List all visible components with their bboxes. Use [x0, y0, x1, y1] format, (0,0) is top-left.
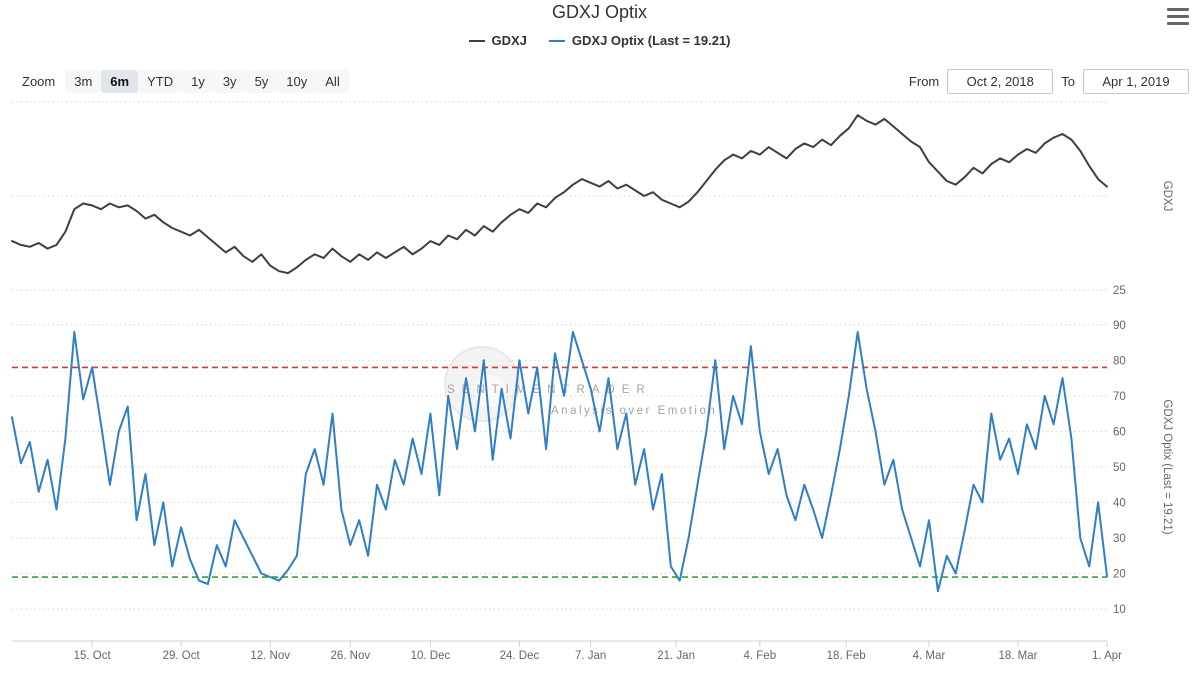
legend: GDXJ GDXJ Optix (Last = 19.21): [0, 33, 1199, 48]
hamburger-icon: [1167, 22, 1189, 25]
y-tick-label: 20: [1113, 568, 1126, 580]
zoom-button-ytd[interactable]: YTD: [138, 70, 183, 93]
zoom-buttons: 3m 6m YTD 1y 3y 5y 10y All: [65, 70, 349, 93]
zoom-controls: Zoom 3m 6m YTD 1y 3y 5y 10y All: [22, 70, 349, 93]
x-tick-label: 4. Mar: [913, 650, 946, 662]
from-date-input[interactable]: [947, 69, 1054, 94]
watermark-tagline: Analysis over Emotion: [551, 405, 717, 417]
zoom-button-3y[interactable]: 3y: [213, 70, 246, 93]
legend-label-gdxj: GDXJ: [491, 33, 527, 48]
x-tick-label: 18. Feb: [827, 650, 866, 662]
zoom-button-5y[interactable]: 5y: [245, 70, 278, 93]
optix-axis-title: GDXJ Optix (Last = 19.21): [1161, 399, 1173, 534]
gdxj-series-line: [11, 114, 1108, 275]
optix-line-swatch: [548, 39, 565, 42]
gdxj-axis-title: GDXJ: [1161, 181, 1173, 212]
y-tick-label: 80: [1113, 355, 1126, 367]
y-tick-label: 10: [1113, 604, 1126, 616]
hamburger-icon: [1167, 15, 1189, 18]
optix-series-line: [11, 330, 1108, 593]
zoom-button-3m[interactable]: 3m: [65, 70, 102, 93]
y-tick-label: 70: [1113, 391, 1126, 403]
x-tick-label: 15. Oct: [74, 650, 112, 662]
from-label: From: [908, 74, 940, 89]
zoom-button-6m[interactable]: 6m: [101, 70, 139, 93]
zoom-button-10y[interactable]: 10y: [277, 70, 317, 93]
gridlines: 25 90 80 70 60 50 40 30 20 10: [12, 101, 1126, 616]
x-tick-label: 12. Nov: [250, 650, 290, 662]
date-range: From To: [909, 69, 1189, 94]
y-tick-label: 50: [1113, 462, 1126, 474]
gdxj-line-swatch: [468, 39, 485, 42]
sentimentrader-logo-inner: [474, 375, 506, 407]
x-axis: 15. Oct 29. Oct 12. Nov 26. Nov 10. Dec 24. D…: [12, 640, 1122, 662]
legend-item-gdxj[interactable]: GDXJ: [468, 33, 527, 48]
x-tick-label: 24. Dec: [500, 650, 540, 662]
x-tick-label: 21. Jan: [657, 650, 695, 662]
x-tick-label: 1. Apr: [1092, 650, 1122, 662]
context-menu-button[interactable]: [1167, 8, 1189, 25]
x-tick-label: 4. Feb: [744, 650, 777, 662]
x-tick-label: 29. Oct: [163, 650, 201, 662]
zoom-button-all[interactable]: All: [316, 70, 349, 93]
y-tick-label: 60: [1113, 426, 1126, 438]
y-tick-label: 30: [1113, 533, 1126, 545]
chart-title: GDXJ Optix: [551, 2, 648, 22]
x-tick-label: 7. Jan: [575, 650, 606, 662]
y-tick-label: 40: [1113, 497, 1126, 509]
legend-item-optix[interactable]: GDXJ Optix (Last = 19.21): [548, 33, 731, 48]
watermark-text: SENTIMENTRADER: [447, 384, 652, 396]
y-tick-label: 90: [1113, 320, 1126, 332]
zoom-button-1y[interactable]: 1y: [182, 70, 214, 93]
to-date-input[interactable]: [1083, 69, 1189, 94]
x-tick-label: 10. Dec: [411, 650, 451, 662]
to-label: To: [1061, 74, 1075, 89]
x-tick-label: 18. Mar: [998, 650, 1037, 662]
x-tick-label: 26. Nov: [330, 650, 370, 662]
legend-label-optix: GDXJ Optix (Last = 19.21): [571, 33, 731, 48]
zoom-label: Zoom: [22, 74, 56, 89]
hamburger-icon: [1167, 8, 1189, 11]
y-tick-label: 25: [1113, 285, 1126, 297]
